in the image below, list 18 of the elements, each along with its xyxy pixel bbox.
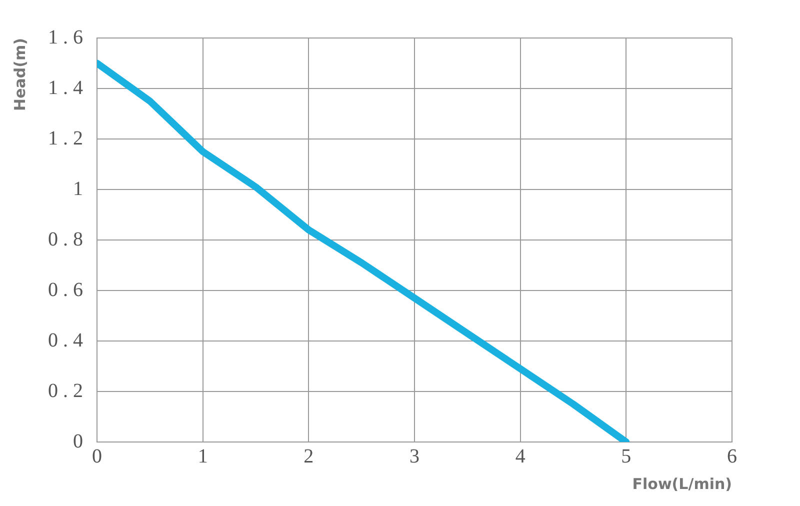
y-tick-label: 0 . 8 bbox=[48, 228, 83, 250]
y-tick-label: 0 . 4 bbox=[48, 329, 83, 352]
x-tick-label: 4 bbox=[515, 445, 526, 468]
y-axis-title: Head(m) bbox=[10, 38, 29, 111]
x-axis-title: Flow(L/min) bbox=[632, 474, 732, 493]
y-tick-label: 1 . 2 bbox=[48, 127, 83, 150]
x-tick-label: 5 bbox=[621, 445, 632, 468]
x-tick-label: 2 bbox=[304, 445, 314, 468]
y-tick-label: 0 . 6 bbox=[48, 278, 83, 301]
y-tick-label: 0 bbox=[73, 430, 83, 452]
x-tick-label: 6 bbox=[727, 445, 737, 468]
x-tick-label: 3 bbox=[410, 445, 420, 468]
y-tick-label: 1 . 4 bbox=[48, 76, 83, 99]
x-tick-label: 0 bbox=[92, 445, 102, 468]
y-tick-label: 1 bbox=[73, 178, 83, 200]
y-tick-label: 1 . 6 bbox=[48, 26, 83, 48]
y-tick-label: 0 . 2 bbox=[48, 380, 83, 402]
x-tick-label: 1 bbox=[198, 445, 208, 468]
